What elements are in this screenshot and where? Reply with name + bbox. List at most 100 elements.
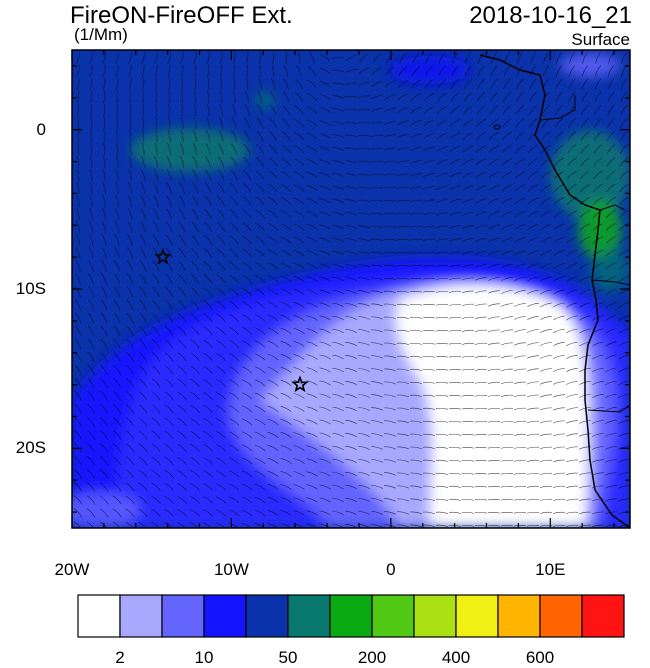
wind-vector: [618, 380, 630, 386]
wind-vector: [138, 391, 148, 401]
wind-vector: [410, 93, 421, 101]
wind-vector: [528, 131, 538, 141]
wind-vector: [230, 196, 239, 206]
wind-vector: [579, 223, 591, 231]
wind-vector: [101, 208, 107, 220]
wind-vector: [306, 211, 318, 217]
wind-vector: [357, 122, 371, 124]
wind-vector: [526, 485, 540, 488]
wind-vector: [425, 65, 433, 76]
wind-vector: [112, 482, 122, 492]
wind-vector: [569, 52, 575, 64]
wind-vector: [552, 433, 565, 437]
wind-vector: [358, 342, 370, 346]
wind-vector: [295, 78, 303, 90]
wind-vector: [448, 408, 462, 410]
wind-vector: [203, 496, 214, 504]
wind-vector: [500, 420, 514, 423]
wind-vector: [371, 472, 383, 476]
wind-vector: [463, 118, 473, 127]
wind-vector: [190, 274, 200, 284]
site-markers: [154, 247, 309, 393]
wind-vector: [359, 53, 369, 63]
wind-vector: [448, 290, 462, 293]
wind-vector: [103, 116, 105, 130]
wind-vector: [422, 368, 436, 371]
wind-vector: [515, 144, 525, 154]
wind-vector: [90, 142, 93, 156]
wind-vector: [319, 302, 331, 308]
wind-vector: [605, 262, 617, 270]
wind-vector: [579, 367, 591, 373]
wind-vector: [216, 431, 227, 439]
wind-vector: [88, 221, 94, 233]
wind-vector: [526, 472, 540, 475]
wind-vector: [474, 460, 488, 462]
x-tick-label: 10E: [535, 560, 566, 579]
colorbar-label: 200: [357, 648, 387, 667]
wind-vector: [488, 250, 500, 256]
wind-vector: [474, 290, 487, 294]
wind-vector: [259, 51, 262, 65]
wind-vector: [332, 147, 344, 151]
wind-vector: [267, 262, 279, 270]
wind-vector: [397, 485, 410, 489]
wind-vector: [345, 251, 357, 255]
wind-vector: [344, 82, 358, 85]
wind-vector: [592, 302, 604, 308]
wind-vector: [319, 237, 331, 243]
wind-vector: [229, 209, 239, 219]
wind-vector: [125, 443, 135, 453]
wind-vector: [151, 391, 161, 401]
wind-vector: [151, 521, 160, 528]
wind-vector: [565, 498, 578, 502]
wind-vector: [125, 404, 135, 414]
wind-vector: [319, 393, 331, 399]
wind-vector: [267, 379, 279, 387]
wind-vector: [254, 457, 266, 465]
colorbar-label: 50: [278, 648, 298, 667]
wind-vector: [268, 196, 278, 205]
wind-vector: [282, 105, 290, 115]
wind-vector: [552, 511, 566, 514]
wind-vector: [540, 263, 552, 269]
wind-vector: [319, 133, 331, 139]
field-patch-green-1: [130, 128, 250, 172]
wind-vector: [475, 132, 486, 140]
wind-vector: [605, 406, 617, 412]
wind-vector: [358, 67, 370, 75]
wind-vector: [539, 498, 553, 501]
wind-vector: [605, 288, 617, 296]
wind-vector: [126, 286, 134, 298]
wind-vector: [358, 420, 370, 424]
wind-vector: [423, 159, 435, 165]
wind-vector: [618, 249, 630, 257]
wind-vector: [190, 313, 200, 323]
wind-vector: [203, 248, 213, 258]
wind-vector: [285, 51, 287, 65]
wind-vector: [203, 365, 213, 375]
wind-vector: [191, 234, 199, 246]
wind-vector: [306, 119, 318, 127]
wind-vector: [448, 251, 461, 255]
wind-vector: [77, 103, 80, 117]
wind-vector: [450, 92, 460, 102]
wind-vector: [113, 378, 121, 388]
wind-vector: [215, 522, 226, 528]
wind-vector: [592, 407, 604, 411]
wind-vector: [487, 342, 500, 346]
wind-vector: [423, 119, 435, 127]
wind-vector: [566, 354, 578, 360]
wind-vector: [527, 316, 539, 320]
wind-vector: [332, 497, 344, 503]
wind-vector: [514, 303, 526, 307]
wind-vector: [280, 393, 292, 399]
wind-vector: [242, 314, 253, 322]
wind-vector: [113, 338, 121, 350]
wind-vector: [513, 381, 526, 385]
wind-vector: [306, 158, 318, 166]
wind-vector: [293, 458, 305, 464]
wind-vector: [113, 312, 121, 324]
wind-vector: [306, 367, 318, 373]
wind-vector: [128, 155, 132, 168]
